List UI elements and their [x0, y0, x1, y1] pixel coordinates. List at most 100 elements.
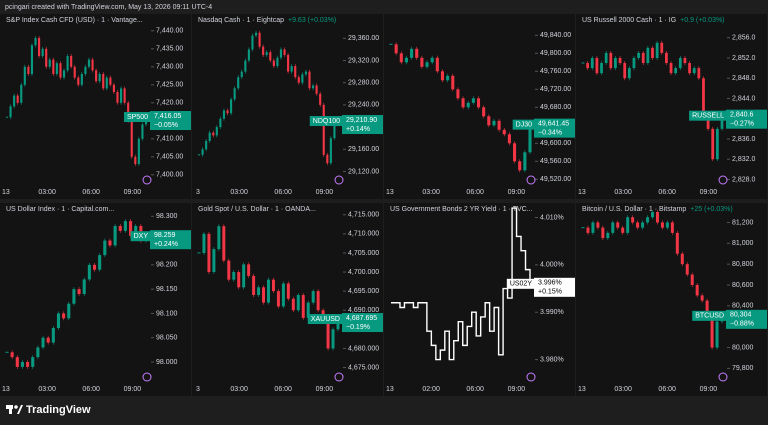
x-tick-label: 03:00: [614, 189, 632, 196]
y-tick-label: 80,400: [732, 303, 754, 310]
candle: [257, 287, 261, 295]
candle: [41, 337, 45, 348]
candle: [244, 60, 247, 72]
candle: [322, 104, 325, 155]
tag-symbol: DJ30: [516, 121, 532, 128]
tag-price: 3.996%: [538, 280, 562, 287]
tag-price-box: [534, 118, 575, 138]
candle: [36, 347, 40, 358]
candle: [137, 138, 140, 164]
candle: [48, 59, 51, 67]
candle: [212, 249, 216, 273]
candle: [586, 227, 590, 233]
x-tick-label: 03:00: [38, 189, 56, 196]
y-tick-label: 49,760.00: [540, 68, 571, 75]
candle: [456, 89, 460, 99]
y-tick-label: 49,600.00: [540, 140, 571, 147]
candle: [680, 253, 684, 265]
y-tick-label: 2,848.0: [732, 75, 755, 82]
candle: [720, 115, 724, 129]
candle: [230, 99, 233, 114]
candle: [670, 222, 674, 233]
reaction-icon: [718, 175, 728, 185]
y-tick-label: 7,435.00: [156, 46, 183, 53]
chart-title: Bitcoin / U.S. Dollar · 1 · Bitstamp: [582, 206, 686, 213]
y-tick-label: 49,560.00: [540, 158, 571, 165]
candle: [98, 74, 101, 82]
candle: [590, 57, 594, 69]
candle: [283, 49, 286, 55]
tag-price: 29,210.90: [346, 117, 377, 124]
x-tick-label: 03:00: [230, 386, 248, 393]
tag-symbol-box: [123, 112, 150, 123]
candle: [651, 47, 654, 58]
yield-line: [391, 207, 531, 361]
candle: [113, 226, 117, 246]
y-tick-label: 4,675.000: [348, 364, 379, 371]
candle: [70, 56, 73, 67]
tag-symbol: DXY: [134, 233, 149, 240]
candle: [606, 232, 610, 239]
tag-symbol-box: [689, 110, 726, 121]
y-tick-label: 4,690.000: [348, 307, 379, 314]
tag-price-box: [342, 115, 383, 135]
candle: [232, 272, 236, 280]
candle: [415, 48, 419, 58]
candle: [30, 45, 34, 74]
candle: [623, 63, 627, 79]
candle: [476, 98, 481, 108]
candle: [276, 291, 280, 307]
reaction-icon: [142, 175, 152, 185]
candle: [297, 77, 300, 83]
candle: [119, 88, 123, 103]
chart-panel: [384, 203, 575, 396]
y-tick-label: 2,832.0: [732, 156, 755, 163]
candle: [108, 240, 112, 246]
tag-symbol-box: [512, 119, 534, 130]
candle: [690, 274, 694, 285]
candle: [308, 71, 311, 89]
candle: [52, 59, 55, 74]
candle: [208, 132, 211, 141]
candle: [702, 78, 705, 114]
tag-symbol-box: [309, 116, 342, 127]
x-tick-label: 3: [196, 386, 200, 393]
candle: [404, 57, 408, 63]
candle: [678, 57, 682, 69]
candle: [394, 44, 398, 54]
candle: [237, 77, 240, 89]
price-change: +9.63 (+0.03%): [288, 17, 336, 24]
candle: [23, 66, 26, 85]
logo-mark: [14, 405, 18, 409]
candle: [201, 149, 204, 155]
y-tick-label: 29,160.00: [348, 146, 379, 153]
tag-symbol: US02Y: [510, 281, 533, 288]
x-tick-label: 09:00: [124, 189, 142, 196]
tag-change: −0.27%: [730, 121, 754, 128]
candle: [660, 222, 664, 228]
x-tick-label: 09:00: [508, 189, 526, 196]
candle: [116, 92, 119, 103]
candle: [301, 74, 304, 83]
candle: [586, 63, 590, 69]
y-tick-label: 4,710.000: [348, 231, 379, 238]
chart-title: Gold Spot / U.S. Dollar · 1 · OANDA...: [198, 206, 316, 213]
candle: [103, 240, 107, 256]
candle: [207, 233, 211, 273]
candle: [626, 217, 630, 233]
candle: [262, 46, 265, 55]
candle: [329, 138, 332, 164]
candle: [66, 56, 69, 71]
y-tick-label: 4,680.000: [348, 345, 379, 352]
candle: [291, 298, 295, 311]
candle: [523, 152, 527, 171]
y-tick-label: 3.990%: [540, 309, 564, 316]
candle: [591, 222, 595, 233]
candle: [311, 85, 315, 89]
y-tick-label: 49,800.00: [540, 50, 571, 57]
x-tick-label: 13: [2, 189, 10, 196]
candle: [272, 60, 275, 67]
candle: [440, 71, 445, 81]
candle: [46, 337, 50, 343]
price-change: +0.9 (+0.03%): [680, 17, 724, 24]
